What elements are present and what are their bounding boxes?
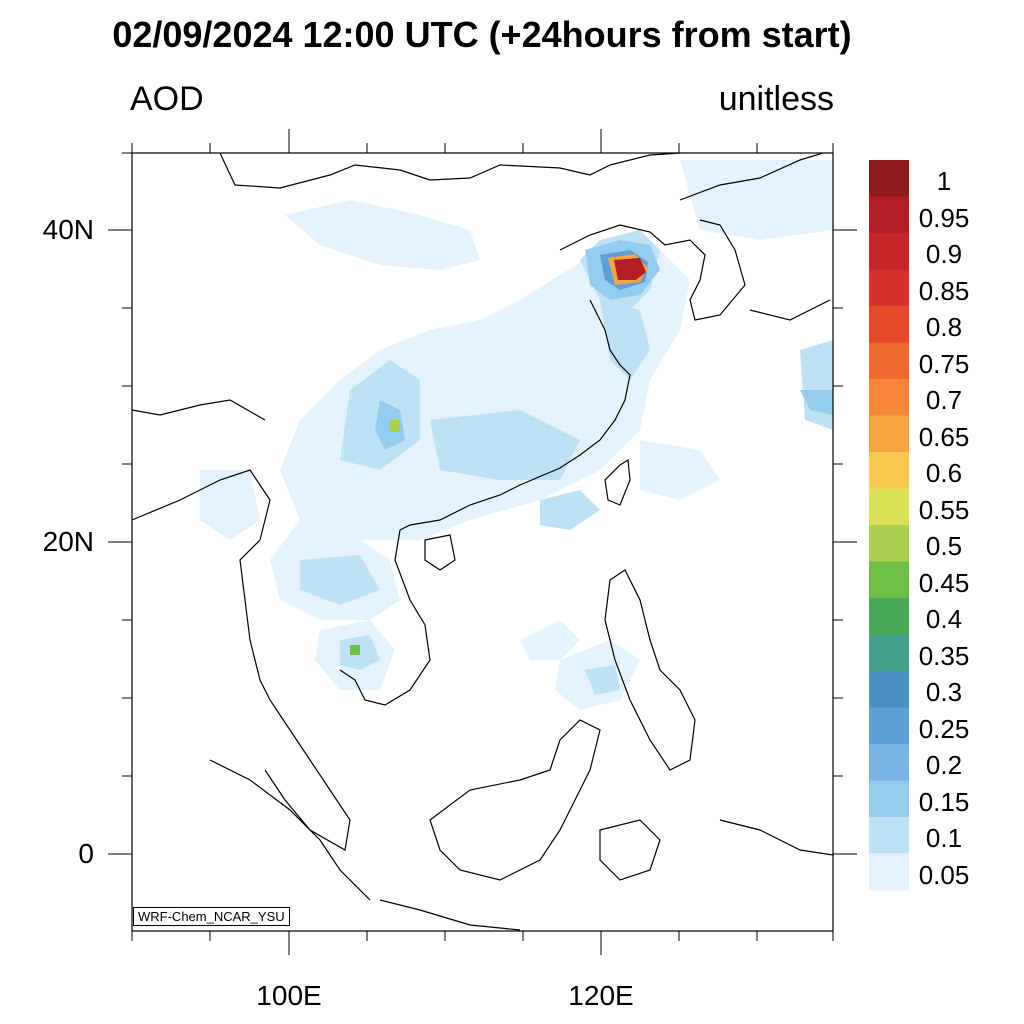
lat-label-20n: 20N: [42, 526, 94, 557]
colorbar-tick-label: 1: [936, 166, 952, 197]
colorbar-swatch: [869, 744, 909, 781]
colorbar-tick-label: 0.3: [925, 677, 963, 708]
model-credit: WRF-Chem_NCAR_YSU: [133, 907, 290, 926]
coastlines: [132, 153, 833, 931]
colorbar-tick-label: 0.2: [925, 750, 963, 781]
lon-label-120e: 120E: [568, 980, 634, 1011]
colorbar-swatch: [869, 415, 909, 453]
colorbar-swatch: [869, 196, 909, 234]
colorbar-swatch: [869, 342, 909, 380]
colorbar-tick-label: 0.5: [925, 531, 963, 562]
lat-label-40n: 40N: [42, 214, 94, 245]
colorbar-swatch: [869, 379, 909, 416]
colorbar-swatch: [869, 306, 909, 343]
colorbar-tick-label: 0.35: [918, 640, 970, 671]
colorbar-swatch: [869, 817, 909, 854]
colorbar-tick-label: 0.95: [918, 202, 970, 233]
colorbar-tick-label: 0.9: [925, 239, 963, 270]
colorbar-swatch: [869, 561, 909, 599]
colorbar-swatch: [869, 671, 909, 708]
map-title: 02/09/2024 12:00 UTC (+24hours from star…: [112, 14, 852, 55]
colorbar-swatch: [869, 780, 909, 818]
colorbar-swatch: [869, 634, 909, 672]
lon-label-100e: 100E: [256, 980, 322, 1011]
lat-label-0: 0: [78, 838, 94, 869]
colorbar-tick-label: 0.1: [925, 823, 963, 854]
colorbar-tick-label: 0.7: [925, 385, 963, 416]
aod-field: [200, 160, 833, 710]
colorbar-tick-label: 0.65: [918, 421, 970, 452]
colorbar-tick-label: 0.75: [918, 348, 970, 379]
colorbar-swatch: [869, 707, 909, 745]
colorbar-tick-label: 0.55: [918, 494, 970, 525]
colorbar-swatch: [869, 269, 909, 307]
colorbar-tick-label: 0.6: [925, 458, 963, 489]
colorbar-tick-label: 0.45: [918, 567, 970, 598]
colorbar-tick-label: 0.25: [918, 713, 970, 744]
colorbar: [869, 160, 909, 891]
colorbar-tick-label: 0.05: [918, 859, 970, 890]
variable-label: AOD: [130, 80, 204, 118]
colorbar-swatch: [869, 233, 909, 270]
colorbar-tick-label: 0.85: [918, 275, 970, 306]
units-label: unitless: [718, 80, 834, 118]
colorbar-tick-label: 0.8: [925, 312, 963, 343]
map-frame: [131, 152, 834, 932]
colorbar-tick-label: 0.4: [925, 604, 963, 635]
axis-ticks: [108, 129, 857, 955]
colorbar-swatch: [869, 488, 909, 526]
colorbar-swatch: [869, 452, 909, 489]
colorbar-swatch: [869, 160, 909, 197]
colorbar-tick-label: 0.15: [918, 786, 970, 817]
colorbar-swatch: [869, 853, 909, 891]
colorbar-swatch: [869, 598, 909, 635]
colorbar-swatch: [869, 525, 909, 562]
